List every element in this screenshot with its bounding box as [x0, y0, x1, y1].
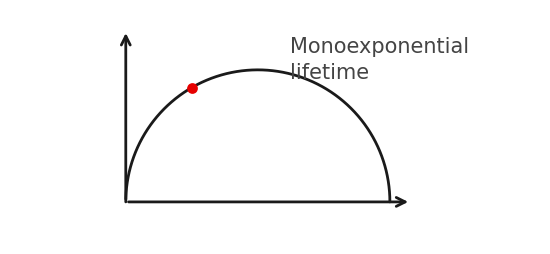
Point	[188, 86, 196, 90]
Text: Monoexponential
lifetime: Monoexponential lifetime	[289, 36, 469, 83]
